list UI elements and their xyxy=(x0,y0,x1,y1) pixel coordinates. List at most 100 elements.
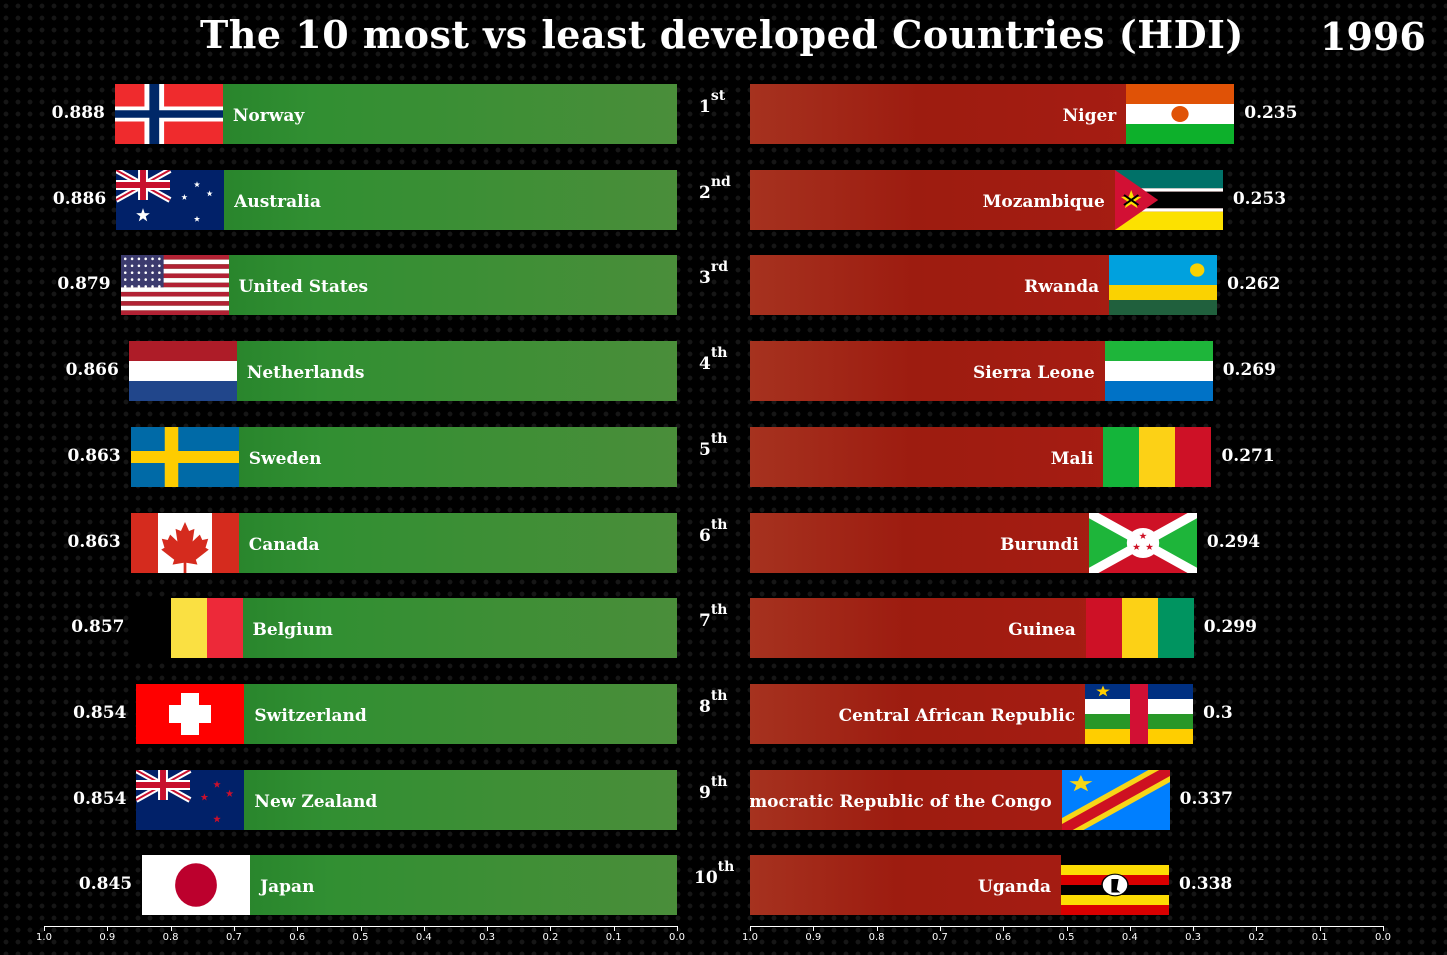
left-x-axis-tick-label: 0.9 xyxy=(99,932,116,943)
right-x-axis-tick xyxy=(877,926,878,931)
japan-flag xyxy=(142,855,251,916)
left-x-axis-tick-label: 0.1 xyxy=(605,932,622,943)
bar-label-japan: Japan xyxy=(260,877,315,898)
uganda-flag xyxy=(1061,855,1170,916)
left-x-axis-tick xyxy=(234,926,235,931)
left-x-axis-tick-label: 0.6 xyxy=(289,932,306,943)
bar-label-new-zealand: New Zealand xyxy=(254,791,378,812)
bar-label-sierra-leone: Sierra Leone xyxy=(973,363,1095,384)
value-label-mali: 0.271 xyxy=(1221,445,1275,466)
bar-label-australia: Australia xyxy=(234,191,322,212)
left-x-axis-tick xyxy=(424,926,425,931)
right-x-axis-tick xyxy=(1320,926,1321,931)
value-label-rwanda: 0.262 xyxy=(1227,274,1281,295)
right-x-axis-tick-label: 0.9 xyxy=(805,932,822,943)
rank-label-10: 10th xyxy=(694,859,754,889)
value-label-uganda: 0.338 xyxy=(1179,874,1233,895)
right-x-axis-tick xyxy=(1003,926,1004,931)
right-x-axis-tick-label: 0.3 xyxy=(1185,932,1202,943)
guinea-flag xyxy=(1085,598,1194,659)
left-x-axis-tick xyxy=(677,926,678,931)
rank-number: 5 xyxy=(699,439,711,460)
right-x-axis-tick xyxy=(813,926,814,931)
sweden-flag xyxy=(130,426,239,487)
left-x-axis-line xyxy=(44,926,677,927)
year-label: 1996 xyxy=(1320,14,1426,59)
rank-label-1: 1st xyxy=(699,88,759,118)
value-label-democratic-republic-of-the-congo: 0.337 xyxy=(1179,788,1233,809)
bar-label-netherlands: Netherlands xyxy=(246,363,365,384)
bar-label-burundi: Burundi xyxy=(1000,534,1079,555)
bar-label-democratic-republic-of-the-congo: Democratic Republic of the Congo xyxy=(723,791,1052,812)
value-label-sweden: 0.863 xyxy=(67,445,121,466)
mali-flag xyxy=(1103,426,1212,487)
norway-flag xyxy=(114,84,223,144)
left-x-axis-tick-label: 0.4 xyxy=(415,932,432,943)
left-x-axis-tick xyxy=(487,926,488,931)
niger-flag xyxy=(1126,84,1235,144)
bar-label-niger: Niger xyxy=(1062,106,1117,126)
bar-label-mali: Mali xyxy=(1050,448,1094,469)
left-x-axis-tick xyxy=(361,926,362,931)
sierra-leone-flag xyxy=(1104,341,1213,402)
switzerland-flag xyxy=(136,683,245,744)
value-label-united-states: 0.879 xyxy=(57,274,111,295)
central-african-republic-flag xyxy=(1085,683,1194,744)
value-label-central-african-republic: 0.3 xyxy=(1203,702,1233,723)
right-x-axis-tick xyxy=(1193,926,1194,931)
bar-label-sweden: Sweden xyxy=(248,448,322,469)
rank-label-8: 8th xyxy=(699,688,759,718)
rank-suffix: rd xyxy=(710,259,729,276)
australia-flag xyxy=(116,169,225,230)
bar-label-guinea: Guinea xyxy=(1008,620,1076,641)
left-x-axis-tick-label: 0.2 xyxy=(542,932,559,943)
right-x-axis-tick xyxy=(1067,926,1068,931)
rank-suffix: th xyxy=(710,430,728,447)
right-x-axis-tick-label: 1.0 xyxy=(742,932,758,943)
rank-suffix: nd xyxy=(710,173,731,190)
bar-label-canada: Canada xyxy=(248,534,320,555)
value-label-niger: 0.235 xyxy=(1244,103,1298,123)
rank-number: 10 xyxy=(694,868,718,889)
bar-label-mozambique: Mozambique xyxy=(982,191,1105,212)
value-label-mozambique: 0.253 xyxy=(1232,188,1287,209)
left-x-axis-tick xyxy=(44,926,45,931)
value-label-australia: 0.886 xyxy=(52,188,107,209)
left-x-axis-tick-label: 0.3 xyxy=(479,932,496,943)
rank-label-5: 5th xyxy=(699,431,759,461)
left-x-axis-tick xyxy=(107,926,108,931)
right-x-axis-tick xyxy=(940,926,941,931)
right-x-axis-tick-label: 0.1 xyxy=(1311,932,1328,943)
left-x-axis-tick-label: 1.0 xyxy=(36,932,52,943)
rank-label-3: 3rd xyxy=(699,259,759,289)
rank-label-7: 7th xyxy=(699,602,759,632)
rank-label-6: 6th xyxy=(699,517,759,547)
right-x-axis-tick-label: 0.2 xyxy=(1248,932,1265,943)
bar-label-switzerland: Switzerland xyxy=(254,705,367,726)
rank-number: 6 xyxy=(699,525,711,546)
left-x-axis-tick-label: 0.8 xyxy=(162,932,179,943)
rank-suffix: th xyxy=(710,516,728,533)
rank-suffix: th xyxy=(717,859,735,876)
rank-suffix: th xyxy=(710,687,728,704)
right-x-axis-tick xyxy=(1383,926,1384,931)
left-x-axis-tick xyxy=(297,926,298,931)
rwanda-flag xyxy=(1109,255,1218,316)
rank-number: 3 xyxy=(699,268,711,289)
bar-label-belgium: Belgium xyxy=(252,620,333,641)
right-x-axis-tick-label: 0.7 xyxy=(931,932,948,943)
left-x-axis-tick xyxy=(614,926,615,931)
right-x-axis-tick xyxy=(1130,926,1131,931)
bar-label-rwanda: Rwanda xyxy=(1024,277,1100,298)
right-x-axis-tick xyxy=(1256,926,1257,931)
rank-number: 9 xyxy=(699,782,711,803)
value-label-japan: 0.845 xyxy=(78,874,133,895)
value-label-canada: 0.863 xyxy=(67,531,121,552)
right-x-axis-tick-label: 0.4 xyxy=(1121,932,1138,943)
value-label-burundi: 0.294 xyxy=(1206,531,1261,552)
rank-suffix: th xyxy=(710,602,728,619)
right-x-axis-tick xyxy=(750,926,751,931)
value-label-belgium: 0.857 xyxy=(71,617,125,638)
bar-label-uganda: Uganda xyxy=(978,877,1052,898)
rank-suffix: th xyxy=(710,345,728,362)
